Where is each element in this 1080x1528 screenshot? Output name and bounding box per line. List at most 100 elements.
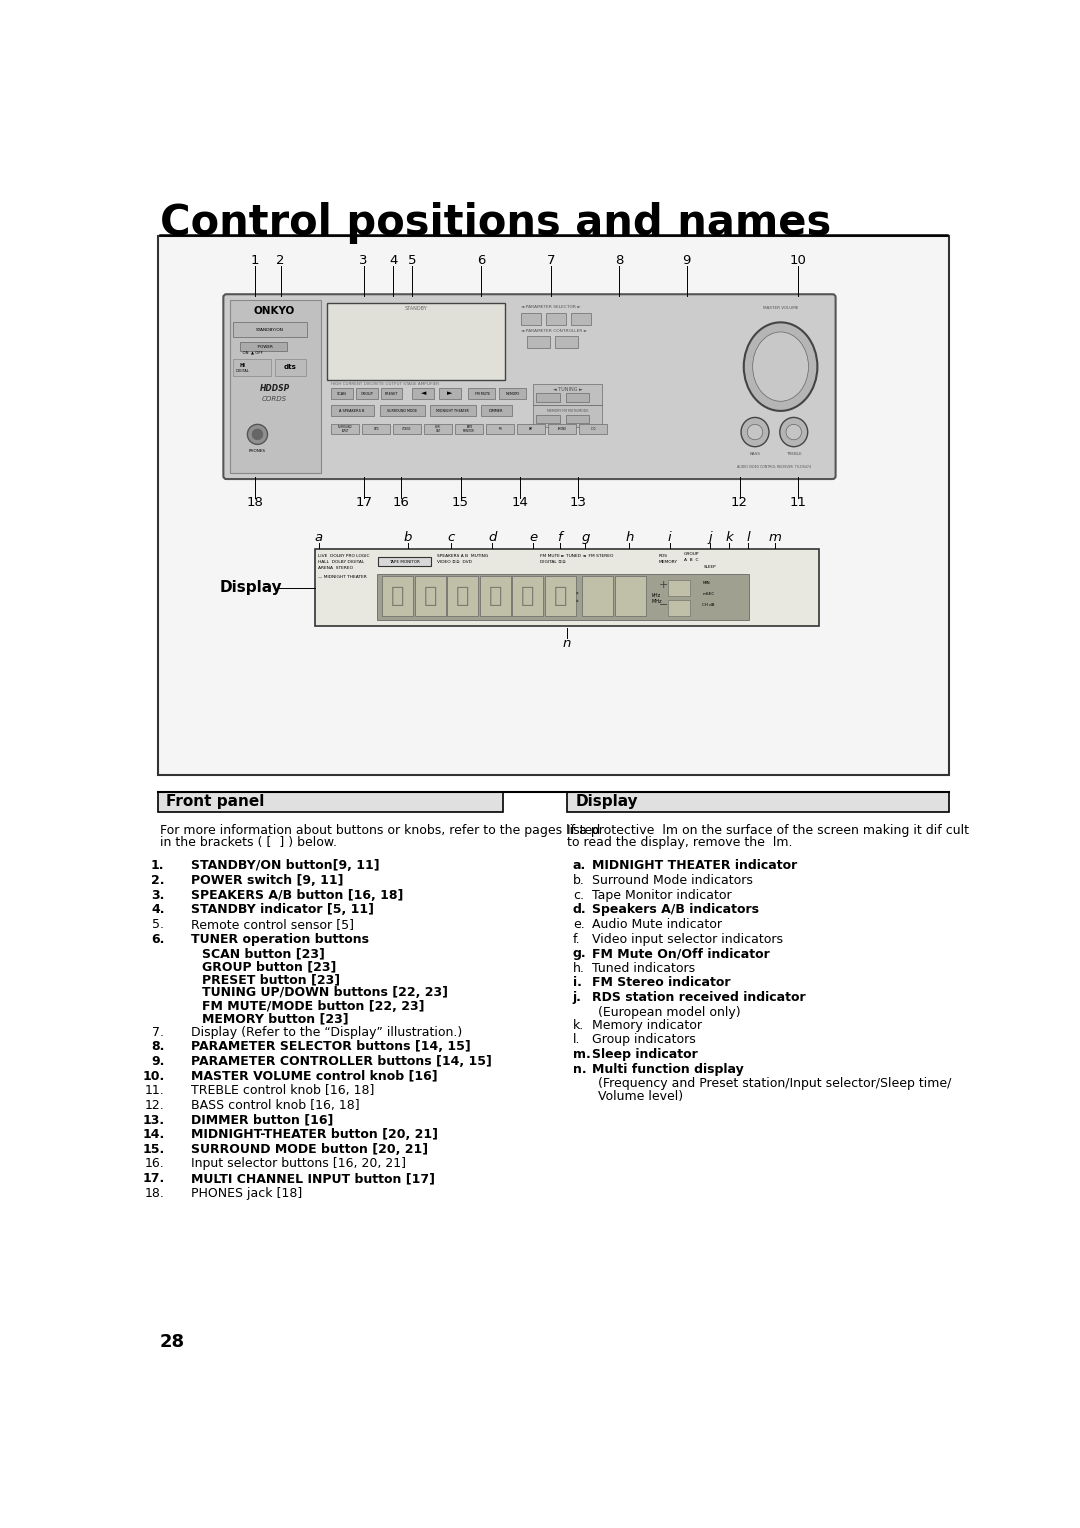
Bar: [380, 405, 424, 416]
Text: 9.: 9.: [151, 1054, 164, 1068]
Text: l.: l.: [572, 1033, 580, 1047]
Ellipse shape: [780, 417, 808, 446]
Text: 11: 11: [789, 497, 806, 509]
Text: 5.: 5.: [152, 918, 164, 931]
Text: 18.: 18.: [145, 1187, 164, 1199]
Text: AUDIO VIDEO CONTROL RECEIVER  TX-DS474: AUDIO VIDEO CONTROL RECEIVER TX-DS474: [738, 465, 811, 469]
Text: ◄ PARAMETER CONTROLLER ►: ◄ PARAMETER CONTROLLER ►: [521, 329, 588, 333]
Text: MIN: MIN: [702, 581, 710, 585]
Bar: [521, 313, 541, 325]
Text: h.: h.: [572, 961, 584, 975]
Text: c: c: [447, 532, 455, 544]
Text: PRESET: PRESET: [384, 391, 399, 396]
Text: AM: AM: [529, 426, 532, 431]
Text: DIGITAL ①②: DIGITAL ①②: [540, 559, 566, 564]
Bar: [424, 423, 451, 434]
Text: 轉: 轉: [423, 587, 437, 607]
Text: MULTI CHANNEL INPUT button [17]: MULTI CHANNEL INPUT button [17]: [191, 1172, 435, 1186]
Text: STANDBY: STANDBY: [405, 307, 428, 312]
Text: 12: 12: [731, 497, 748, 509]
Bar: [274, 359, 306, 376]
Text: SCAN: SCAN: [337, 391, 347, 396]
Text: j.: j.: [572, 992, 582, 1004]
Text: dts: dts: [284, 364, 296, 370]
Circle shape: [247, 425, 268, 445]
Text: Front panel: Front panel: [166, 795, 265, 810]
Text: 轉: 轉: [391, 587, 404, 607]
Text: kHz
MHz: kHz MHz: [651, 593, 662, 604]
Circle shape: [786, 425, 801, 440]
Bar: [159, 792, 503, 811]
Text: 17: 17: [355, 497, 373, 509]
Text: :: :: [573, 587, 580, 605]
FancyBboxPatch shape: [582, 576, 613, 616]
Text: Group indicators: Group indicators: [592, 1033, 696, 1047]
Text: CORDS: CORDS: [262, 396, 287, 402]
FancyBboxPatch shape: [378, 558, 431, 567]
Text: DIGITAL: DIGITAL: [235, 370, 249, 373]
Text: 13: 13: [570, 497, 586, 509]
Text: HI: HI: [240, 364, 246, 368]
Text: STANDBY/ON button[9, 11]: STANDBY/ON button[9, 11]: [191, 859, 379, 872]
Text: POWER: POWER: [255, 345, 272, 348]
Text: 4.: 4.: [151, 903, 164, 917]
Text: CH dB: CH dB: [702, 602, 715, 607]
Text: 16: 16: [392, 497, 409, 509]
Text: SURROUND MODE: SURROUND MODE: [388, 408, 417, 413]
Text: n: n: [563, 637, 571, 649]
Bar: [566, 393, 590, 402]
Text: c.: c.: [572, 889, 584, 902]
FancyBboxPatch shape: [224, 295, 836, 480]
Text: MEMORY: MEMORY: [507, 391, 521, 396]
Text: 12.: 12.: [145, 1099, 164, 1112]
Text: TREBLE: TREBLE: [786, 452, 801, 455]
Text: 14: 14: [512, 497, 528, 509]
Text: — MIDNIGHT THEATER: — MIDNIGHT THEATER: [318, 575, 366, 579]
Text: d.: d.: [572, 903, 586, 917]
Text: 8: 8: [616, 254, 623, 267]
Bar: [327, 304, 505, 380]
Text: k.: k.: [572, 1019, 584, 1031]
Text: 轉: 轉: [554, 587, 567, 607]
Bar: [356, 388, 378, 399]
Text: FM Stereo indicator: FM Stereo indicator: [592, 976, 731, 990]
Text: f: f: [557, 532, 562, 544]
Text: MEMORY button [23]: MEMORY button [23]: [202, 1013, 348, 1025]
Text: 15.: 15.: [143, 1143, 164, 1155]
Bar: [570, 313, 591, 325]
Text: MEMORY: MEMORY: [659, 559, 678, 564]
Text: 轉: 轉: [456, 587, 470, 607]
Text: Video input selector indicators: Video input selector indicators: [592, 932, 783, 946]
Text: PARAMETER SELECTOR buttons [14, 15]: PARAMETER SELECTOR buttons [14, 15]: [191, 1041, 471, 1053]
Text: 11.: 11.: [145, 1085, 164, 1097]
Text: HDDSP: HDDSP: [259, 384, 289, 393]
Text: GROUP button [23]: GROUP button [23]: [202, 960, 336, 973]
Text: C D: C D: [591, 426, 595, 431]
Text: 1.: 1.: [151, 859, 164, 872]
Text: FM MUTE/MODE button [22, 23]: FM MUTE/MODE button [22, 23]: [202, 999, 424, 1013]
Text: j: j: [708, 532, 712, 544]
Text: MIDNIGHT-THEATER button [20, 21]: MIDNIGHT-THEATER button [20, 21]: [191, 1128, 437, 1141]
Text: 14.: 14.: [143, 1128, 164, 1141]
Text: b.: b.: [572, 874, 584, 888]
Bar: [527, 336, 551, 348]
Text: m: m: [769, 532, 782, 544]
Text: HIGH CURRENT DISCRETE OUTPUT STAGE AMPLIFIER: HIGH CURRENT DISCRETE OUTPUT STAGE AMPLI…: [332, 382, 440, 385]
Text: +: +: [659, 579, 669, 590]
Text: to read the display, remove the  lm.: to read the display, remove the lm.: [567, 836, 793, 850]
Text: PHONES: PHONES: [249, 449, 266, 454]
Text: Display: Display: [220, 581, 283, 594]
Text: g: g: [581, 532, 590, 544]
Text: SURROUND
INPUT: SURROUND INPUT: [338, 425, 352, 434]
FancyBboxPatch shape: [512, 576, 543, 616]
Bar: [537, 416, 559, 423]
Text: 7.: 7.: [152, 1025, 164, 1039]
Text: Audio Mute indicator: Audio Mute indicator: [592, 918, 723, 931]
Text: SCAN button [23]: SCAN button [23]: [202, 947, 324, 960]
FancyBboxPatch shape: [447, 576, 478, 616]
Text: 28: 28: [160, 1334, 185, 1351]
Bar: [532, 405, 603, 426]
Text: i.: i.: [572, 976, 582, 990]
Text: 10: 10: [789, 254, 806, 267]
Circle shape: [747, 425, 762, 440]
